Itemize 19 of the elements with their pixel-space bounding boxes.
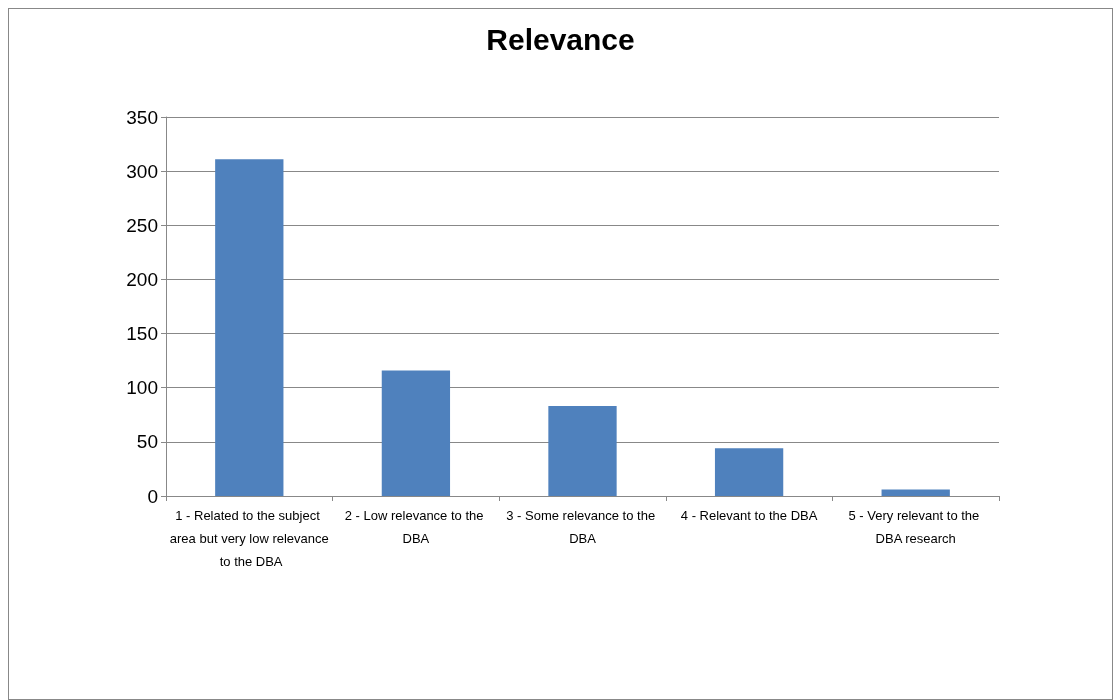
y-tick-label: 100 [126, 377, 158, 399]
y-tick-label: 50 [136, 431, 158, 453]
bar [714, 448, 784, 496]
y-tick-label: 150 [126, 323, 158, 345]
chart-title: Relevance [486, 22, 635, 56]
y-tick-label: 350 [126, 106, 158, 128]
y-tick-label: 300 [126, 160, 158, 182]
bar [548, 406, 617, 496]
x-tick-label: 5 - Very relevant to the DBA research [848, 508, 983, 546]
x-tick-label: 1 - Related to the subject area but very low relevance to the DBA [169, 508, 329, 569]
y-tick-label: 0 [147, 485, 158, 507]
y-tick-label: 200 [126, 268, 158, 290]
bar [881, 489, 950, 496]
bar [215, 159, 284, 496]
x-tick-label: 3 - Some relevance to the DBA [506, 508, 659, 546]
y-tick-label: 250 [126, 214, 158, 236]
x-tick-label: 4 - Relevant to the DBA [680, 508, 818, 523]
x-tick-label: 2 - Low relevance to the DBA [344, 508, 488, 546]
bar [381, 370, 451, 496]
